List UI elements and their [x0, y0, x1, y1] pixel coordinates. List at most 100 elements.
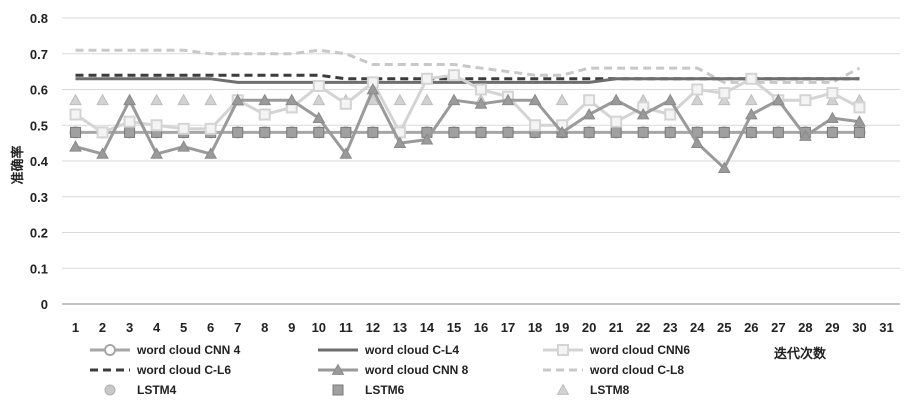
data-point [447, 93, 461, 106]
x-axis-title: 迭代次数 [774, 346, 827, 362]
legend-item: LSTM4 [104, 383, 177, 397]
data-point [610, 126, 622, 138]
data-point [529, 119, 542, 132]
x-tick-label: 26 [744, 320, 758, 335]
data-point [475, 126, 487, 138]
y-tick-label: 0.3 [30, 190, 48, 205]
data-point [745, 72, 758, 85]
legend-item: LSTM6 [332, 383, 405, 397]
data-point [528, 93, 542, 106]
data-point [96, 126, 109, 139]
data-point [150, 147, 163, 159]
data-point [367, 126, 379, 138]
data-point [393, 93, 407, 106]
data-point [664, 126, 676, 138]
series-line [75, 48, 861, 84]
data-point [150, 93, 163, 106]
legend-marker [104, 384, 116, 396]
data-point [177, 122, 190, 135]
data-point [475, 83, 487, 96]
data-point [582, 107, 596, 120]
series-line [75, 88, 860, 170]
data-point [123, 115, 136, 128]
series-6 [75, 48, 861, 84]
data-point [853, 126, 865, 138]
data-point [177, 140, 190, 152]
y-tick-label: 0.6 [30, 83, 48, 98]
y-tick-labels: 0 0.1 0.2 0.3 0.4 0.5 0.6 0.7 0.8 [30, 11, 49, 312]
x-tick-label: 9 [288, 320, 295, 335]
x-tick-label: 2 [99, 320, 106, 335]
data-point [718, 126, 730, 138]
x-tick-label: 5 [180, 320, 187, 335]
data-point [177, 93, 190, 106]
data-point [340, 126, 352, 138]
data-point [124, 126, 136, 138]
data-point [717, 161, 731, 174]
x-tick-label: 8 [261, 320, 268, 335]
legend-marker [556, 383, 570, 395]
data-point [366, 82, 380, 95]
data-point [501, 93, 515, 106]
x-tick-label: 13 [393, 320, 407, 335]
legend-label: word cloud CNN 8 [364, 363, 469, 377]
data-point [853, 101, 866, 114]
legend-label: word cloud C-L8 [589, 363, 684, 377]
legend-item: word cloud C-L6 [90, 363, 231, 377]
data-point [339, 97, 352, 110]
x-tick-label: 21 [609, 320, 623, 335]
x-tick-label: 18 [528, 320, 542, 335]
data-point [447, 69, 460, 82]
y-tick-label: 0.1 [30, 261, 48, 276]
data-point [448, 126, 460, 138]
y-tick-label: 0.5 [30, 118, 48, 133]
x-tick-label: 12 [366, 320, 380, 335]
data-point [826, 126, 838, 138]
data-point [555, 125, 569, 138]
data-point [583, 94, 596, 107]
data-point [313, 126, 325, 138]
data-point [420, 133, 434, 145]
data-point [474, 97, 488, 109]
x-tick-label: 20 [582, 320, 596, 335]
data-point [664, 108, 677, 121]
data-point [70, 126, 82, 138]
y-tick-label: 0.4 [30, 154, 49, 169]
data-point [691, 83, 704, 96]
legend-label: word cloud CNN 4 [136, 343, 241, 357]
data-point [393, 136, 407, 149]
data-point [636, 107, 650, 120]
data-point [231, 93, 245, 106]
data-point [799, 94, 812, 107]
data-point [286, 126, 298, 138]
y-tick-label: 0 [41, 297, 48, 312]
data-point [123, 93, 136, 106]
legend-label: word cloud CNN6 [589, 343, 690, 357]
legend: word cloud CNN 4 word cloud C-L4 word clou… [90, 343, 690, 397]
series-line [74, 73, 861, 134]
legend-item: word cloud CNN6 [543, 343, 690, 357]
legend-item: word cloud C-L4 [318, 343, 459, 357]
data-point [232, 126, 244, 138]
data-point [204, 147, 218, 159]
data-point [204, 122, 217, 135]
data-point [583, 126, 595, 138]
x-tick-label: 29 [825, 320, 839, 335]
x-tick-label: 17 [501, 320, 515, 335]
x-tick-label: 19 [555, 320, 569, 335]
data-point [204, 93, 218, 106]
data-point [718, 87, 731, 100]
x-tick-label: 4 [153, 320, 161, 335]
x-tick-label: 3 [126, 320, 133, 335]
data-point [826, 111, 839, 123]
data-point [96, 147, 109, 159]
y-tick-label: 0.2 [30, 226, 48, 241]
data-point [690, 93, 704, 106]
data-point [826, 87, 839, 100]
x-tick-label: 22 [636, 320, 650, 335]
legend-item: LSTM8 [556, 383, 630, 397]
x-tick-label: 7 [234, 320, 241, 335]
data-point [69, 108, 82, 121]
legend-item: word cloud CNN 4 [90, 343, 241, 357]
data-point [772, 93, 785, 106]
